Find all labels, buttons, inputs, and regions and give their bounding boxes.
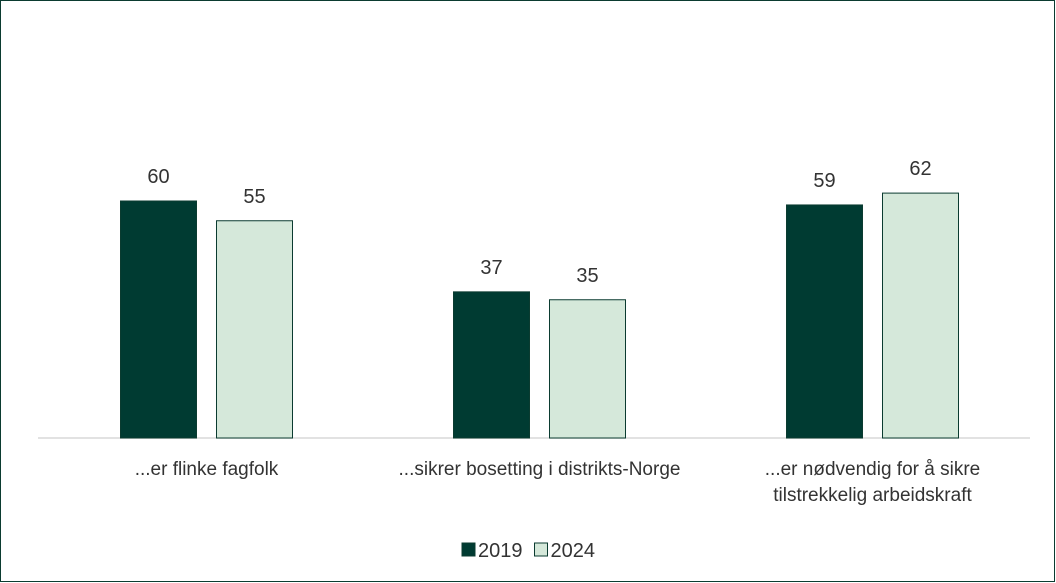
data-label: 55 [243, 186, 265, 208]
bar [549, 299, 626, 439]
bar [216, 220, 293, 439]
legend-label: 2024 [551, 540, 596, 562]
bar [786, 204, 863, 439]
bar [120, 200, 197, 439]
data-label: 37 [480, 257, 502, 279]
bar [882, 192, 959, 439]
legend-swatch [461, 542, 476, 557]
legend-label: 2019 [478, 540, 523, 562]
legend-swatch [534, 542, 548, 557]
data-label: 59 [813, 170, 835, 192]
x-tick-label: ...er nødvendig for å sikre tilstrekkeli… [764, 459, 981, 506]
data-label: 60 [147, 166, 169, 188]
data-label: 35 [576, 265, 598, 287]
bar [453, 291, 530, 439]
data-label: 62 [909, 158, 931, 180]
x-tick-label: ...er flinke fagfolk [134, 459, 279, 480]
x-tick-label: ...sikrer bosetting i distrikts-Norge [398, 459, 681, 480]
